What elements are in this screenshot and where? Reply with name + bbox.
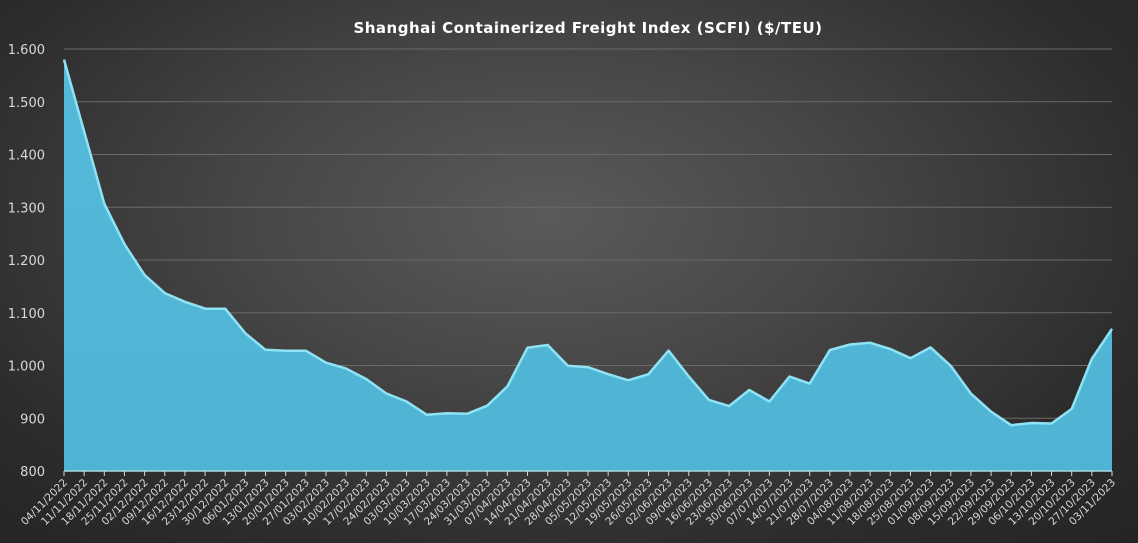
y-tick-label: 1.200 <box>8 254 45 269</box>
y-tick-label: 1.400 <box>8 149 45 164</box>
y-tick-label: 1.600 <box>8 43 45 58</box>
y-tick-label: 1.100 <box>8 307 45 322</box>
series-line-scfi <box>62 59 1114 427</box>
y-tick-label: 1.500 <box>8 96 45 111</box>
y-tick-label: 1.300 <box>8 201 45 216</box>
x-axis: 04/11/202211/11/202218/11/202225/11/2022… <box>19 470 1118 528</box>
series-area-scfi <box>64 59 1112 471</box>
y-tick-label: 1.000 <box>8 360 45 375</box>
plot-area <box>62 59 1114 471</box>
chart-title: Shanghai Containerized Freight Index (SC… <box>353 19 822 37</box>
y-axis: 800 900 1.000 1.100 1.200 1.300 1.400 1.500 1.60… <box>8 43 45 480</box>
y-tick-label: 900 <box>20 412 45 427</box>
y-tick-label: 800 <box>20 465 45 480</box>
